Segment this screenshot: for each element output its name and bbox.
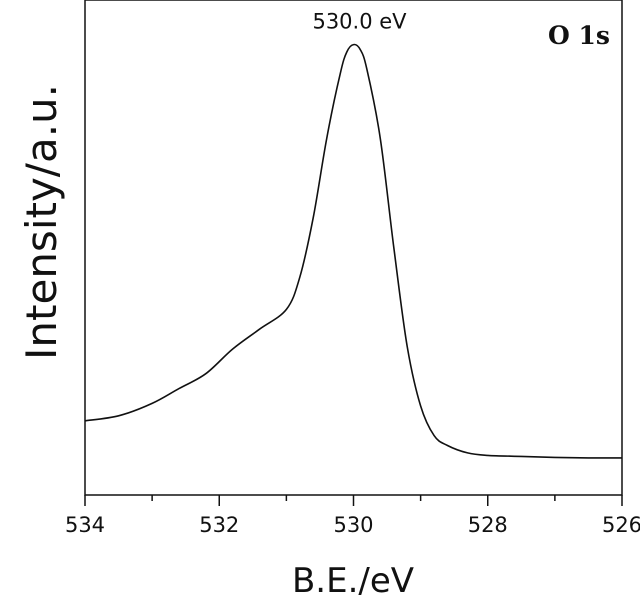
- x-tick-label: 532: [199, 513, 239, 537]
- x-axis-ticks: [84, 495, 623, 506]
- x-tick-label: 526: [602, 513, 640, 537]
- x-tick-label: 528: [468, 513, 508, 537]
- panel-label: O 1s: [548, 21, 610, 50]
- x-tick-label: 534: [65, 513, 105, 537]
- y-axis-label: Intensity/a.u.: [17, 84, 66, 360]
- x-axis-label: B.E./eV: [292, 561, 414, 601]
- peak-annotation: 530.0 eV: [312, 10, 407, 34]
- x-tick-label: 530: [333, 513, 373, 537]
- x-axis-tick-labels: 534 532 530 528 526: [65, 513, 640, 537]
- plot-frame: [84, 0, 623, 496]
- o1s-spectrum-line: [84, 43, 623, 459]
